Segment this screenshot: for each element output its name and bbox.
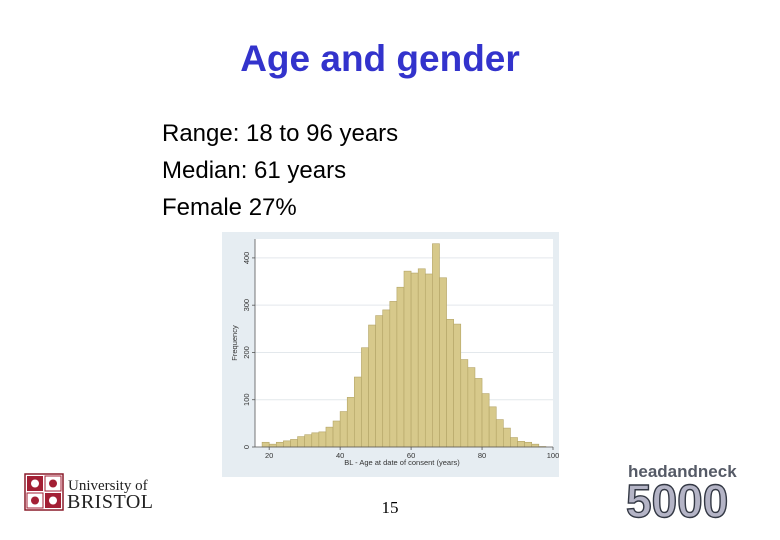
y-tick-label: 400: [242, 252, 251, 265]
histogram-bar: [410, 272, 419, 448]
histogram-svg: 20 40 60 80 100 0 100 200 300 400 BL - Age at da…: [230, 239, 559, 467]
histogram-bar: [453, 323, 462, 448]
histogram-bar: [474, 378, 483, 448]
histogram-bar: [354, 376, 362, 448]
stat-female: Female 27%: [162, 194, 297, 221]
histogram-bar: [375, 315, 384, 448]
x-tick-labels: 20 40 60 80 100: [265, 451, 559, 460]
histogram-bar: [481, 393, 490, 448]
histogram-bar: [261, 441, 270, 448]
histogram-bar: [517, 441, 525, 448]
histogram-bar: [403, 270, 412, 448]
age-histogram: 20 40 60 80 100 0 100 200 300 400 BL - Age at da…: [222, 232, 559, 477]
histogram-bar: [283, 440, 291, 448]
histogram-bar: [396, 286, 405, 448]
histogram-bar: [460, 359, 469, 448]
histogram-bar: [290, 439, 298, 448]
histogram-bar: [275, 441, 284, 448]
x-tick-label: 80: [478, 451, 486, 460]
y-axis-label: Frequency: [230, 325, 239, 361]
histogram-bar: [382, 309, 391, 448]
bristol-crest-icon: [24, 473, 64, 511]
y-tick-label: 0: [242, 445, 251, 449]
x-tick-label: 100: [547, 451, 559, 460]
summary-stats: Range: 18 to 96 years Median: 61 years F…: [162, 115, 398, 226]
y-tick-labels: 0 100 200 300 400: [242, 252, 251, 449]
page-number: 15: [381, 498, 399, 517]
histogram-bar: [495, 419, 504, 448]
histogram-bar: [531, 443, 540, 448]
histogram-bars: [261, 243, 547, 448]
y-tick-label: 300: [242, 299, 251, 312]
histogram-bar: [361, 347, 369, 448]
histogram-bar: [268, 443, 277, 448]
histogram-bar: [389, 301, 398, 448]
histogram-bar: [297, 436, 305, 448]
histogram-bar: [510, 437, 518, 448]
histogram-bar: [304, 434, 313, 448]
histogram-bar: [524, 441, 533, 448]
histogram-bar: [417, 268, 426, 448]
histogram-bar: [325, 426, 334, 448]
x-tick-label: 60: [407, 451, 415, 460]
histogram-bar: [318, 431, 327, 448]
y-tick-label: 200: [242, 346, 251, 359]
histogram-bar: [311, 432, 320, 448]
histogram-bar: [488, 406, 497, 448]
headandneck-5000-logo: 5000: [625, 474, 729, 527]
x-tick-label: 40: [336, 451, 344, 460]
histogram-bar: [332, 420, 341, 448]
histogram-bar: [439, 277, 447, 448]
histogram-bar: [467, 367, 476, 448]
stat-median: Median: 61 years: [162, 157, 347, 184]
histogram-bar: [339, 411, 348, 448]
histogram-bar: [432, 243, 440, 448]
university-of-bristol-logo: [24, 472, 156, 516]
histogram-bar: [368, 324, 376, 448]
bristol-logo-text-top: University of: [68, 478, 148, 494]
axes: [252, 239, 554, 450]
histogram-bar: [446, 319, 454, 448]
x-axis-label: BL - Age at date of consent (years): [344, 458, 460, 467]
histogram-bar: [424, 273, 433, 448]
histogram-bar: [346, 397, 355, 448]
stat-range: Range: 18 to 96 years: [162, 120, 399, 147]
x-tick-label: 20: [265, 451, 273, 460]
headandneck-logo-text: headandneck: [628, 462, 737, 481]
y-tick-label: 100: [242, 393, 251, 406]
slide-title: Age and gender: [240, 38, 520, 79]
bristol-logo-text-bottom: BRISTOL: [67, 491, 154, 513]
histogram-bar: [503, 427, 511, 448]
